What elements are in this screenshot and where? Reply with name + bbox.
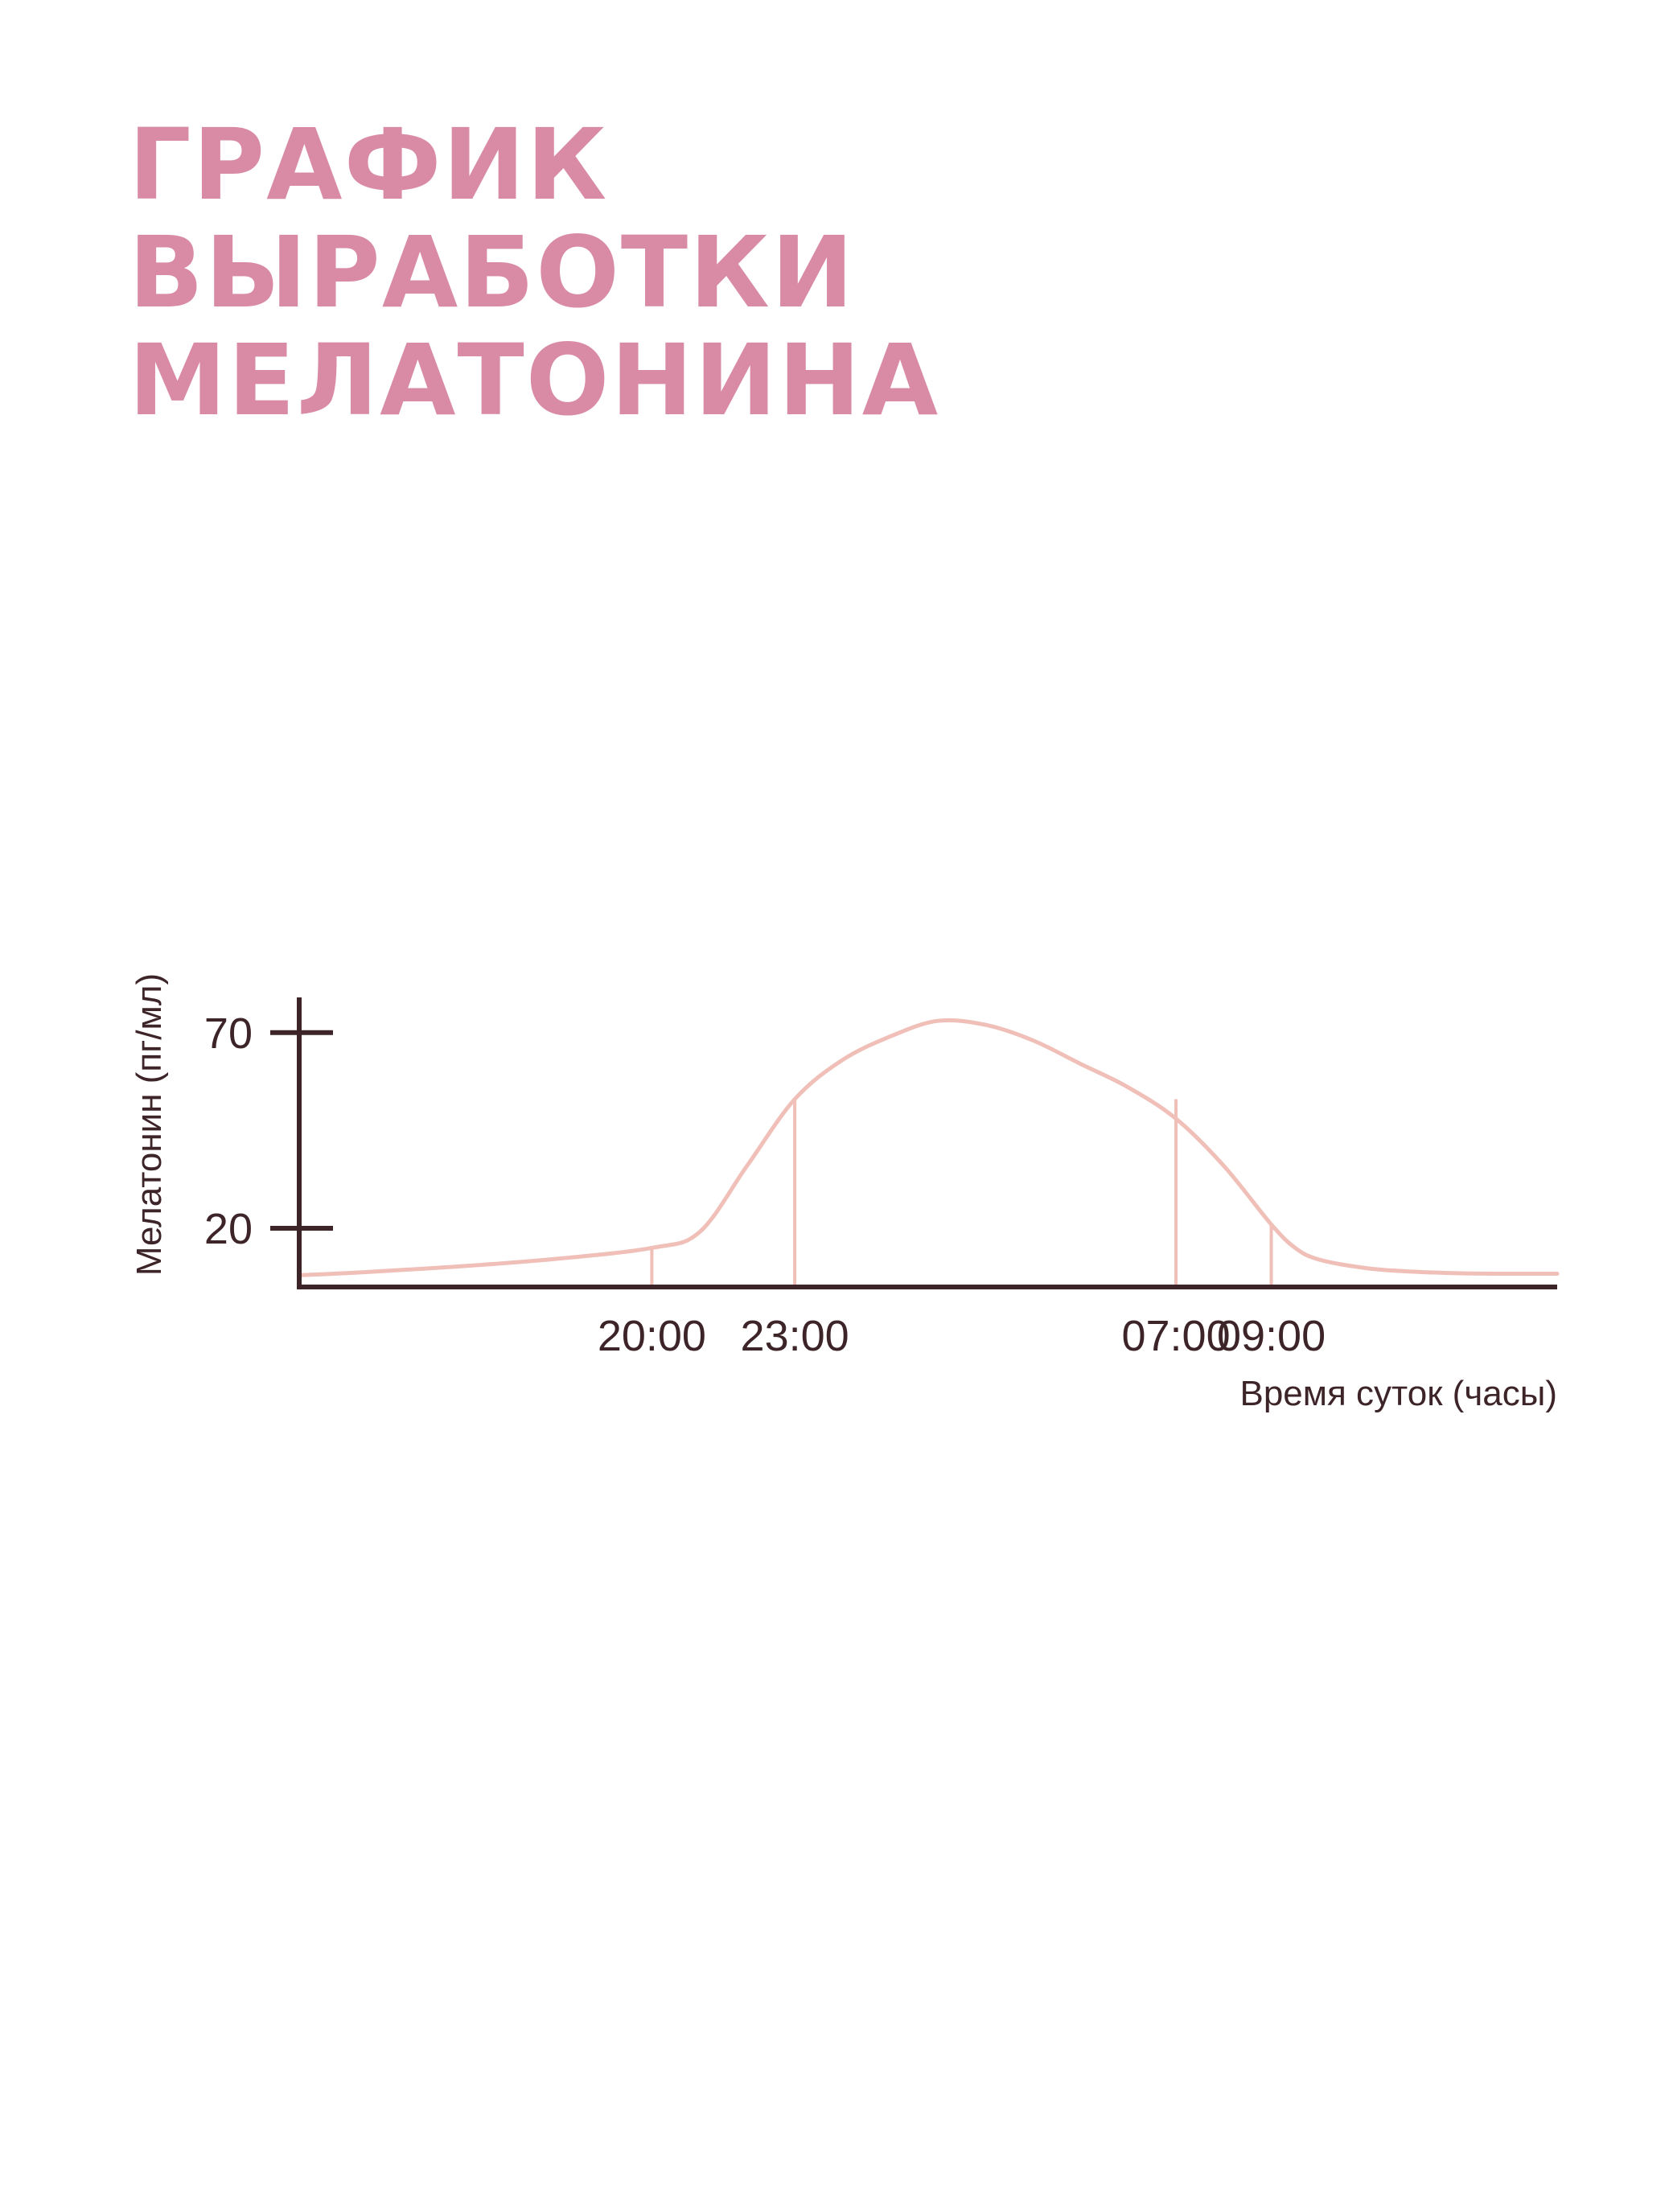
y-tick-label: 70 xyxy=(204,1009,253,1058)
marker-lines xyxy=(650,1099,1273,1287)
y-tick-label: 20 xyxy=(204,1205,253,1253)
title-line-2: ВЫРАБОТКИ xyxy=(129,216,855,330)
x-tick-label: 09:00 xyxy=(1217,1312,1326,1360)
title-line-3: МЕЛАТОНИНА xyxy=(129,323,940,438)
x-tick-label: 23:00 xyxy=(741,1312,849,1360)
series-line xyxy=(297,1018,1560,1277)
x-axis-label: Время суток (часы) xyxy=(1239,1374,1557,1413)
y-axis-label: Мелатонин (пг/мл) xyxy=(129,973,169,1276)
x-tick-label: 20:00 xyxy=(598,1312,706,1360)
x-tick-label: 07:00 xyxy=(1121,1312,1230,1360)
page-title: ГРАФИК ВЫРАБОТКИ МЕЛАТОНИНА xyxy=(129,111,939,434)
title-line-1: ГРАФИК xyxy=(129,108,609,222)
